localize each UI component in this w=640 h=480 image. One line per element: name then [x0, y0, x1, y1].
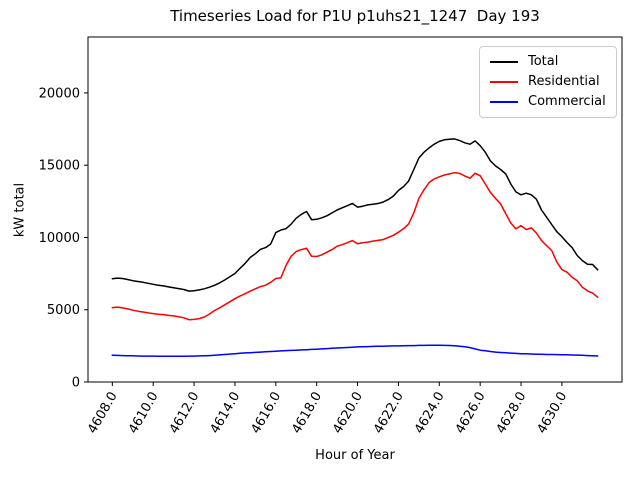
y-tick-label: 20000 — [39, 86, 80, 101]
x-tick-label: 4620.0 — [330, 390, 366, 437]
legend-label-commercial: Commercial — [528, 94, 606, 109]
x-tick-label: 4610.0 — [126, 390, 162, 437]
x-axis-label: Hour of Year — [315, 448, 395, 463]
legend-line-sample-residential — [490, 81, 518, 83]
line-commercial — [111, 344, 599, 358]
legend-label-total: Total — [528, 54, 559, 69]
x-tick-label: 4608.0 — [85, 390, 121, 437]
x-tick-label: 4630.0 — [535, 390, 571, 437]
x-tick-label: 4626.0 — [453, 390, 489, 437]
y-tick-label: 0 — [72, 376, 80, 391]
legend-item-commercial: Commercial — [486, 92, 610, 112]
legend-item-residential: Residential — [486, 72, 610, 92]
y-tick-label: 10000 — [39, 231, 80, 246]
x-tick-label: 4614.0 — [208, 390, 244, 437]
line-residential — [111, 171, 599, 321]
legend-line-sample-commercial — [490, 101, 518, 103]
plot-border — [87, 36, 623, 383]
x-tick-label: 4622.0 — [371, 390, 407, 437]
line-total — [111, 138, 599, 292]
legend-label-residential: Residential — [528, 74, 600, 89]
legend-item-total: Total — [486, 52, 610, 72]
x-tick-label: 4616.0 — [249, 390, 285, 437]
x-tick-label: 4612.0 — [167, 390, 203, 437]
y-axis-label: kW total — [12, 182, 28, 238]
y-tick-label: 15000 — [39, 159, 80, 174]
legend-line-sample-total — [490, 61, 518, 63]
y-tick-label: 5000 — [47, 303, 80, 318]
x-tick-label: 4618.0 — [289, 390, 325, 437]
legend: Total Residential Commercial — [479, 46, 617, 118]
x-tick-label: 4628.0 — [494, 390, 530, 437]
chart-title: Timeseries Load for P1U p1uhs21_1247 Day… — [170, 7, 540, 25]
x-tick-label: 4624.0 — [412, 390, 448, 437]
